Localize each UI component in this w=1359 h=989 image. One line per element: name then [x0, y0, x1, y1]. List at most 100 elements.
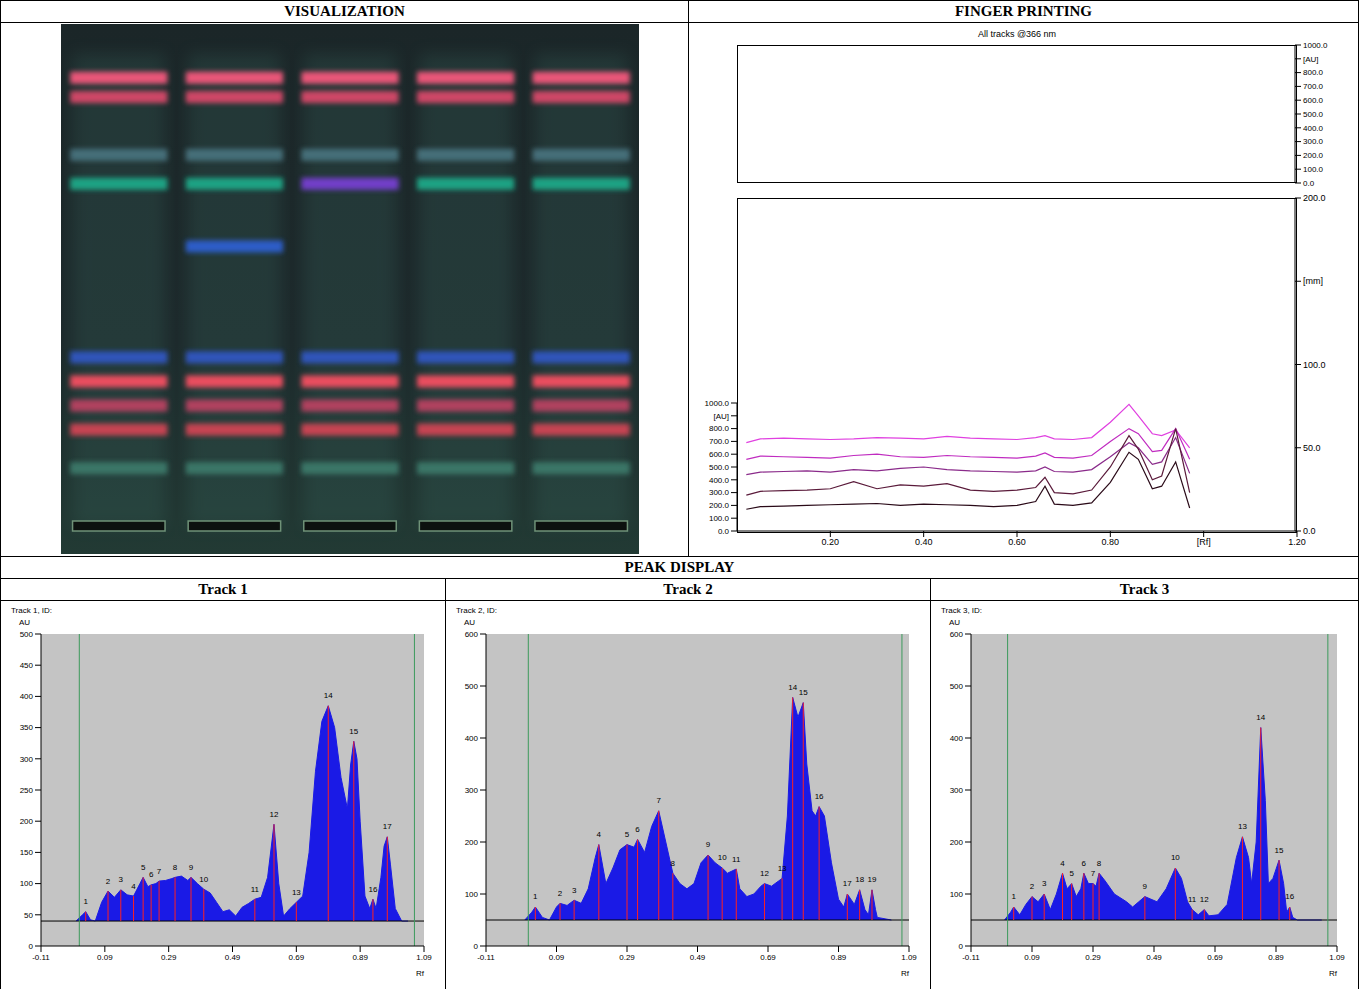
svg-text:300.0: 300.0 [709, 488, 730, 497]
svg-text:5: 5 [625, 830, 630, 839]
svg-text:0.69: 0.69 [289, 953, 305, 962]
svg-text:300: 300 [465, 786, 479, 795]
svg-text:3: 3 [572, 886, 577, 895]
svg-text:0.29: 0.29 [619, 953, 635, 962]
svg-text:600: 600 [465, 630, 479, 639]
svg-text:3: 3 [119, 875, 124, 884]
svg-text:100: 100 [20, 879, 34, 888]
svg-text:8: 8 [173, 863, 178, 872]
svg-text:10: 10 [199, 875, 208, 884]
svg-text:14: 14 [788, 683, 797, 692]
svg-text:16: 16 [1285, 892, 1294, 901]
svg-text:0.0: 0.0 [1303, 526, 1316, 536]
svg-text:11: 11 [251, 885, 260, 894]
svg-text:50: 50 [24, 911, 33, 920]
svg-text:2: 2 [1030, 882, 1035, 891]
svg-text:-0.11: -0.11 [32, 953, 50, 962]
svg-text:1.09: 1.09 [1329, 953, 1345, 962]
svg-text:500: 500 [950, 682, 964, 691]
svg-text:0.69: 0.69 [760, 953, 776, 962]
svg-text:300: 300 [950, 786, 964, 795]
svg-text:1: 1 [1011, 892, 1016, 901]
svg-text:200.0: 200.0 [709, 501, 730, 510]
svg-text:17: 17 [383, 822, 392, 831]
svg-text:0.80: 0.80 [1102, 537, 1120, 547]
svg-text:5: 5 [141, 863, 146, 872]
svg-text:[mm]: [mm] [1303, 276, 1323, 286]
svg-text:0.60: 0.60 [1008, 537, 1026, 547]
svg-text:6: 6 [149, 870, 154, 879]
svg-text:300.0: 300.0 [1303, 137, 1324, 146]
svg-text:10: 10 [1171, 853, 1180, 862]
svg-text:4: 4 [131, 882, 136, 891]
svg-text:1.09: 1.09 [416, 953, 432, 962]
svg-text:17: 17 [843, 879, 852, 888]
svg-text:0: 0 [474, 942, 479, 951]
svg-text:600.0: 600.0 [709, 450, 730, 459]
svg-text:700.0: 700.0 [1303, 82, 1324, 91]
svg-text:1000.0: 1000.0 [1303, 41, 1328, 50]
svg-text:Rf: Rf [1329, 969, 1338, 978]
svg-text:800.0: 800.0 [1303, 68, 1324, 77]
svg-text:12: 12 [760, 869, 769, 878]
svg-text:0.09: 0.09 [549, 953, 565, 962]
svg-text:9: 9 [1143, 882, 1148, 891]
svg-text:600: 600 [950, 630, 964, 639]
svg-text:0.69: 0.69 [1207, 953, 1223, 962]
svg-text:400: 400 [465, 734, 479, 743]
svg-text:15: 15 [1275, 846, 1284, 855]
svg-text:14: 14 [1256, 713, 1265, 722]
svg-text:15: 15 [799, 688, 808, 697]
svg-text:300: 300 [20, 755, 34, 764]
svg-text:13: 13 [292, 888, 301, 897]
svg-text:11: 11 [732, 855, 741, 864]
svg-text:0.89: 0.89 [1268, 953, 1284, 962]
svg-text:[Rf]: [Rf] [1197, 537, 1211, 547]
svg-text:500.0: 500.0 [709, 463, 730, 472]
svg-text:500.0: 500.0 [1303, 110, 1324, 119]
svg-text:9: 9 [706, 840, 711, 849]
svg-text:0.09: 0.09 [1024, 953, 1040, 962]
svg-text:0.09: 0.09 [97, 953, 113, 962]
svg-text:100.0: 100.0 [1303, 360, 1326, 370]
svg-text:8: 8 [1097, 859, 1102, 868]
svg-text:0.29: 0.29 [161, 953, 177, 962]
svg-text:18: 18 [855, 875, 864, 884]
svg-text:0: 0 [959, 942, 964, 951]
svg-text:8: 8 [671, 859, 676, 868]
svg-text:1: 1 [83, 897, 88, 906]
svg-text:0.29: 0.29 [1085, 953, 1101, 962]
svg-text:400.0: 400.0 [709, 476, 730, 485]
svg-text:0.0: 0.0 [1303, 179, 1315, 188]
svg-text:200: 200 [20, 817, 34, 826]
svg-text:9: 9 [189, 863, 194, 872]
svg-text:-0.11: -0.11 [477, 953, 495, 962]
svg-text:200: 200 [465, 838, 479, 847]
svg-text:4: 4 [1060, 859, 1065, 868]
svg-text:100: 100 [465, 890, 479, 899]
svg-text:500: 500 [465, 682, 479, 691]
svg-text:0.49: 0.49 [225, 953, 241, 962]
svg-text:0.49: 0.49 [1146, 953, 1162, 962]
svg-text:2: 2 [558, 889, 563, 898]
svg-text:14: 14 [324, 691, 333, 700]
svg-text:6: 6 [635, 825, 640, 834]
svg-text:11: 11 [1188, 895, 1197, 904]
svg-text:7: 7 [157, 867, 162, 876]
svg-text:50.0: 50.0 [1303, 443, 1321, 453]
svg-text:6: 6 [1082, 859, 1087, 868]
svg-text:1.20: 1.20 [1288, 537, 1306, 547]
svg-text:15: 15 [349, 727, 358, 736]
svg-text:0.89: 0.89 [831, 953, 847, 962]
svg-text:-0.11: -0.11 [962, 953, 980, 962]
svg-text:0.89: 0.89 [352, 953, 368, 962]
svg-text:100: 100 [950, 890, 964, 899]
svg-text:800.0: 800.0 [709, 424, 730, 433]
svg-text:200: 200 [950, 838, 964, 847]
svg-text:1000.0: 1000.0 [705, 399, 730, 408]
svg-text:0.20: 0.20 [822, 537, 840, 547]
svg-text:Rf: Rf [416, 969, 425, 978]
svg-text:13: 13 [1238, 822, 1247, 831]
svg-text:12: 12 [1200, 895, 1209, 904]
svg-text:[AU]: [AU] [1303, 55, 1319, 64]
